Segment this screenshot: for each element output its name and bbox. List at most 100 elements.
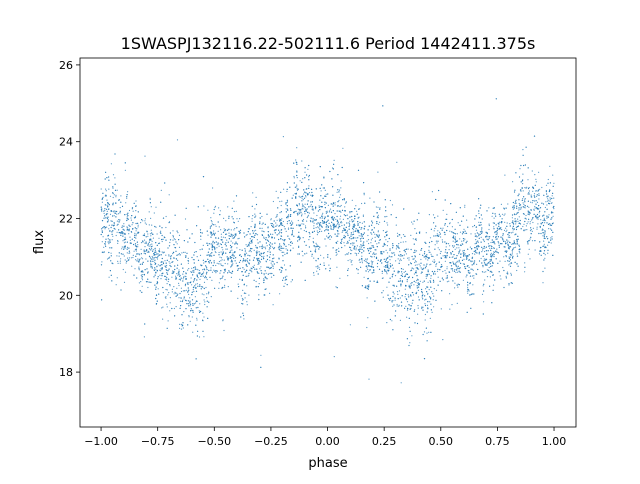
data-point <box>351 242 353 244</box>
data-point <box>483 240 485 243</box>
data-point <box>325 245 327 247</box>
data-point <box>543 214 545 216</box>
data-point <box>519 204 521 206</box>
data-point <box>384 216 386 218</box>
data-point <box>165 226 167 229</box>
data-point <box>204 301 206 303</box>
data-point <box>261 215 263 218</box>
data-point <box>396 305 398 307</box>
data-point <box>421 248 423 250</box>
data-point <box>527 210 529 212</box>
data-point <box>202 244 204 246</box>
data-point <box>544 246 546 249</box>
data-point <box>542 232 544 234</box>
data-point <box>283 247 285 249</box>
data-point <box>156 282 159 284</box>
data-point <box>355 254 358 256</box>
data-point <box>231 246 233 248</box>
data-point <box>222 249 224 251</box>
data-point <box>542 203 545 205</box>
data-point <box>319 187 321 189</box>
data-point <box>471 256 474 258</box>
data-point <box>130 231 132 233</box>
data-point <box>152 257 154 259</box>
data-point <box>483 301 485 303</box>
data-point <box>377 236 380 238</box>
data-point <box>165 275 167 278</box>
data-point <box>322 212 324 214</box>
data-point <box>292 194 294 196</box>
data-point <box>183 298 185 300</box>
data-point <box>169 297 171 299</box>
data-point <box>498 213 500 215</box>
data-point <box>276 219 278 221</box>
data-point <box>325 221 327 223</box>
data-point <box>368 262 370 264</box>
data-point <box>253 230 255 232</box>
data-point <box>426 273 428 276</box>
data-point <box>117 260 119 262</box>
data-point <box>439 280 441 282</box>
data-point <box>435 264 437 266</box>
data-point <box>283 264 286 266</box>
data-point <box>263 278 265 280</box>
data-point <box>349 259 351 261</box>
data-point <box>112 196 114 199</box>
data-point <box>137 244 139 246</box>
data-point <box>162 306 164 308</box>
data-point <box>126 229 128 231</box>
data-point <box>415 281 417 283</box>
data-point <box>278 233 280 235</box>
data-point <box>337 233 339 235</box>
data-point <box>475 215 477 217</box>
data-point <box>104 244 106 246</box>
data-point <box>461 233 464 235</box>
data-point <box>154 274 156 276</box>
data-point <box>415 239 417 241</box>
data-point <box>169 262 171 264</box>
data-point <box>351 259 353 262</box>
data-point <box>325 202 327 204</box>
data-point <box>185 276 187 278</box>
data-point <box>292 227 294 229</box>
data-point <box>402 241 404 243</box>
data-point <box>514 201 517 203</box>
data-point <box>505 227 507 229</box>
data-point <box>210 262 213 264</box>
data-point <box>488 228 490 231</box>
data-point <box>317 226 319 228</box>
data-point <box>544 206 547 209</box>
data-point <box>483 258 485 260</box>
data-point <box>515 199 517 201</box>
data-point <box>442 270 444 273</box>
data-point <box>360 248 362 250</box>
data-point <box>437 247 439 249</box>
data-point <box>193 259 195 261</box>
data-point <box>318 267 320 269</box>
data-point <box>194 266 196 268</box>
data-point <box>283 244 285 246</box>
data-point <box>111 220 113 222</box>
data-point <box>509 223 511 225</box>
data-point <box>128 233 130 235</box>
data-point <box>110 220 112 222</box>
data-point <box>301 197 303 199</box>
data-point <box>505 275 507 277</box>
data-point <box>416 287 418 289</box>
data-point <box>282 136 284 138</box>
data-point <box>166 264 168 267</box>
data-point <box>549 224 552 226</box>
data-point <box>495 215 497 217</box>
data-point <box>180 328 183 330</box>
data-point <box>296 184 298 186</box>
data-point <box>237 283 239 285</box>
data-point <box>378 242 380 244</box>
data-point <box>391 300 393 302</box>
data-point <box>231 254 233 256</box>
data-point <box>171 288 173 290</box>
data-point <box>189 297 191 299</box>
data-point <box>550 237 552 239</box>
data-point <box>166 306 168 308</box>
data-point <box>434 260 436 262</box>
data-point <box>149 239 151 241</box>
